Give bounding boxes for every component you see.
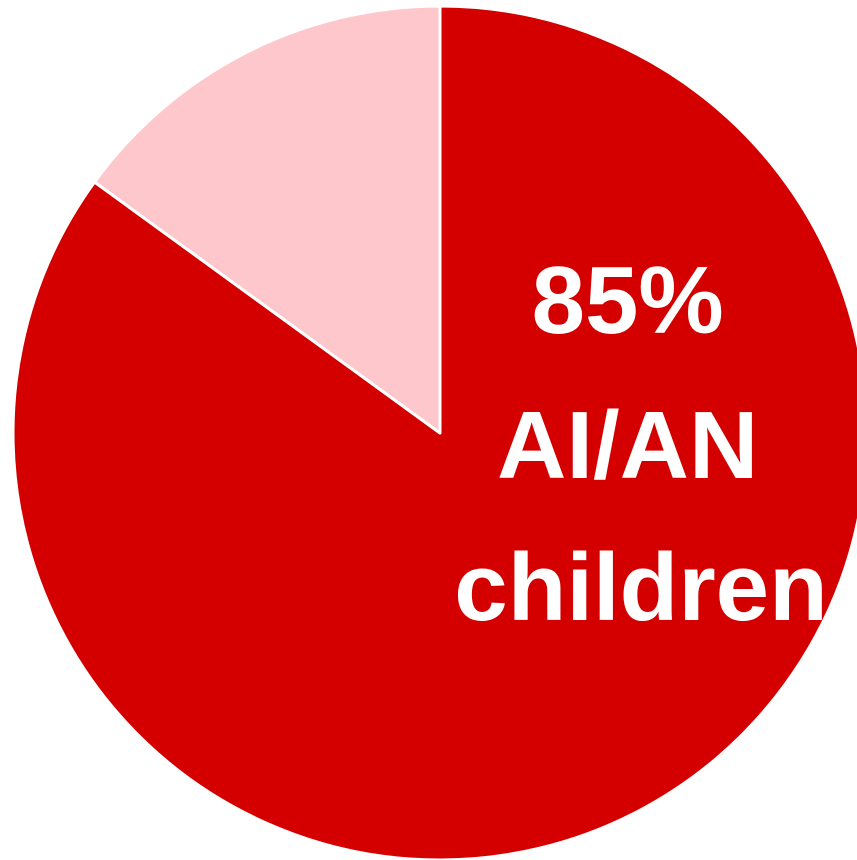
pie-slices [11, 4, 857, 860]
slice-label: 85% AI/AN children [454, 247, 827, 641]
slice-label-group: AI/AN [497, 392, 758, 499]
pie-slice-1 [11, 4, 857, 860]
slice-label-percent: 85% [532, 247, 724, 354]
pie-slice-2 [93, 4, 442, 435]
slice-label-noun: children [454, 534, 827, 641]
